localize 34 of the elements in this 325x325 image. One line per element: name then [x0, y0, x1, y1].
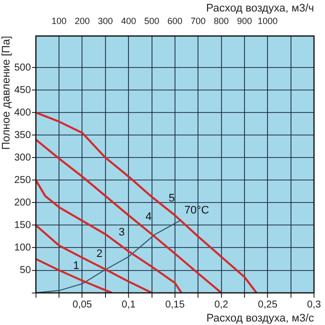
x-axis-title: Расход воздуха, м3/с: [206, 312, 314, 324]
x2-tick-label: 600: [167, 16, 182, 26]
y-tick-label: 100: [14, 242, 32, 254]
x-tick-label: 0,3: [307, 300, 322, 311]
x2-axis-title: Расход воздуха, м3/ч: [206, 2, 314, 15]
annotation: 4: [145, 211, 152, 224]
x-tick-label: 0,25: [258, 300, 278, 311]
annotation: 3: [118, 226, 125, 238]
x2-tick-label: 200: [74, 16, 90, 26]
x-tick-label: 0,1: [122, 300, 136, 311]
annotation: 5: [168, 192, 175, 205]
y-tick-label: 300: [14, 152, 32, 164]
y-tick-label: 400: [14, 107, 32, 118]
x-tick-label: 0,15: [165, 300, 186, 311]
x2-tick-label: 500: [144, 16, 160, 26]
y-tick-label: 250: [14, 174, 32, 186]
y-tick-label: 50: [20, 265, 32, 276]
y-tick-label: 200: [14, 197, 32, 208]
x-tick-label: 0,05: [72, 300, 92, 311]
annotation: 2: [96, 248, 102, 260]
y-tick-label: 350: [14, 130, 32, 141]
y-tick-label: 500: [14, 62, 32, 74]
x2-tick-label: 800: [214, 16, 229, 26]
annotation: 1: [73, 260, 80, 272]
y-tick-label: 450: [14, 84, 32, 96]
x-tick-label: 0,2: [214, 300, 229, 311]
x2-tick-label: 700: [190, 16, 206, 26]
y-tick-label: 150: [14, 220, 32, 231]
y-axis-title: Полное давление [Па]: [0, 36, 13, 150]
x2-tick-label: 300: [98, 16, 113, 26]
x2-tick-label: 1000: [258, 16, 278, 26]
x2-tick-label: 400: [121, 16, 136, 26]
x2-tick-label: 900: [236, 16, 252, 26]
x2-tick-label: 100: [52, 16, 67, 26]
